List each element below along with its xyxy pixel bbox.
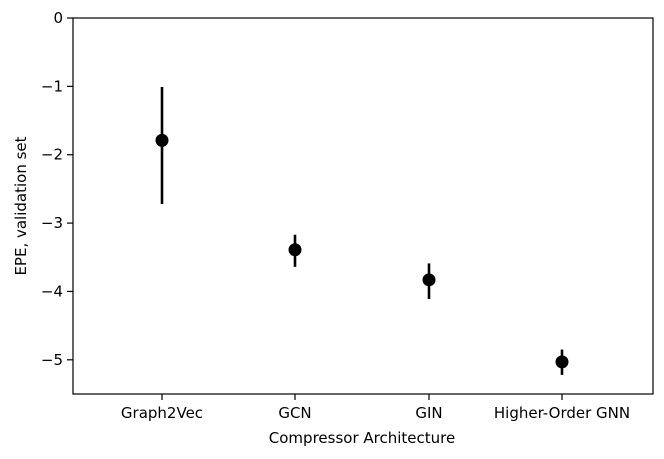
data-point [555,355,569,369]
y-tick-label: −4 [41,282,63,300]
x-tick-label: GIN [415,404,442,422]
plot-area [73,18,653,394]
data-point [155,133,169,147]
x-axis-ticks: Graph2Vec GCN GIN Higher-Order GNN [121,394,630,422]
y-tick-label: −5 [41,351,63,369]
y-axis-ticks: 0 −1 −2 −3 −4 −5 [41,9,73,369]
y-axis-label: EPE, validation set [12,136,30,275]
y-tick-label: −1 [41,77,63,95]
data-marks [155,87,569,375]
x-tick-label: GCN [278,404,311,422]
y-tick-label: −3 [41,214,63,232]
y-tick-label: −2 [41,146,63,164]
data-point [288,243,302,257]
x-axis-label: Compressor Architecture [269,429,455,447]
x-tick-label: Higher-Order GNN [494,404,630,422]
x-tick-label: Graph2Vec [121,404,203,422]
plot-frame [72,17,654,395]
data-point [422,273,436,287]
y-tick-label: 0 [53,9,63,27]
